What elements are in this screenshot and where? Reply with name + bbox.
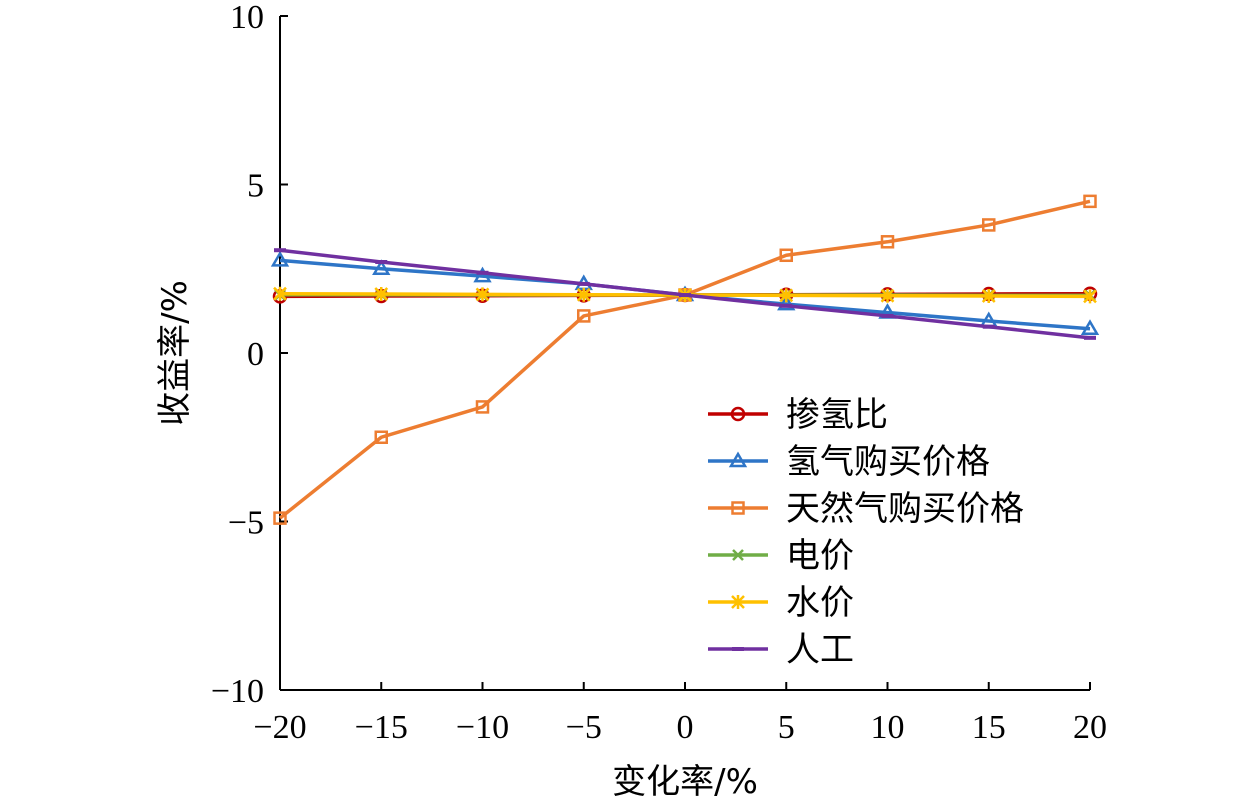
legend-marker — [731, 501, 745, 515]
legend-marker — [728, 451, 748, 468]
y-axis-title: 收益率/% — [155, 280, 195, 426]
legend-item: 电价 — [708, 536, 854, 576]
x-tick-label: 20 — [1073, 709, 1107, 746]
data-point — [374, 287, 389, 302]
series-6 — [274, 248, 1096, 340]
legend-label: 氢气购买价格 — [786, 442, 990, 482]
series-layer — [270, 194, 1100, 525]
data-point — [777, 294, 796, 311]
data-point — [1080, 319, 1100, 335]
legend-item: 人工 — [708, 630, 854, 670]
x-tick-label: −20 — [253, 709, 306, 746]
data-point — [1083, 194, 1097, 209]
legend-item: 水价 — [708, 583, 854, 623]
y-tick-label: −5 — [228, 505, 264, 542]
x-tick-label: 10 — [871, 709, 905, 746]
data-point — [1083, 289, 1097, 304]
y-tick-label: 5 — [247, 168, 264, 205]
data-point — [576, 287, 591, 302]
data-point — [779, 248, 793, 263]
legend-label: 人工 — [786, 630, 854, 670]
y-tick-label: −10 — [211, 673, 264, 710]
legend-item: 氢气购买价格 — [708, 442, 990, 482]
legend-item: 掺氢比 — [708, 395, 888, 435]
data-point — [880, 235, 895, 249]
data-point — [372, 259, 391, 275]
y-tick-label: 0 — [247, 336, 264, 373]
legend-label: 掺氢比 — [786, 395, 888, 435]
legend-marker — [731, 595, 745, 609]
data-point — [374, 430, 388, 444]
y-tick-label: 10 — [230, 0, 264, 36]
legend-item: 天然气购买价格 — [708, 489, 1024, 529]
x-tick-label: −10 — [456, 709, 509, 746]
legend-marker — [730, 406, 746, 422]
data-point — [270, 250, 290, 267]
x-tick-label: 15 — [972, 709, 1006, 746]
data-point — [273, 511, 287, 525]
data-point — [880, 288, 895, 303]
legend-marker — [732, 549, 744, 561]
data-point — [475, 400, 490, 414]
data-point — [273, 286, 287, 301]
x-tick-label: −5 — [566, 709, 602, 746]
x-axis-title: 变化率/% — [612, 762, 758, 802]
legend-label: 水价 — [786, 583, 854, 623]
x-tick-label: 5 — [778, 709, 795, 746]
data-point — [982, 218, 996, 232]
data-point — [475, 287, 490, 302]
legend-label: 天然气购买价格 — [786, 489, 1024, 529]
data-point — [981, 289, 996, 304]
axes: −20 −15 −10 −5 0 5 10 15 20 −10 −5 0 5 10 — [211, 0, 1107, 746]
data-point — [577, 309, 591, 323]
x-tick-label: 0 — [677, 709, 694, 746]
legend-label: 电价 — [786, 536, 854, 576]
x-tick-label: −15 — [355, 709, 408, 746]
data-point — [473, 266, 492, 283]
data-point — [779, 288, 794, 303]
